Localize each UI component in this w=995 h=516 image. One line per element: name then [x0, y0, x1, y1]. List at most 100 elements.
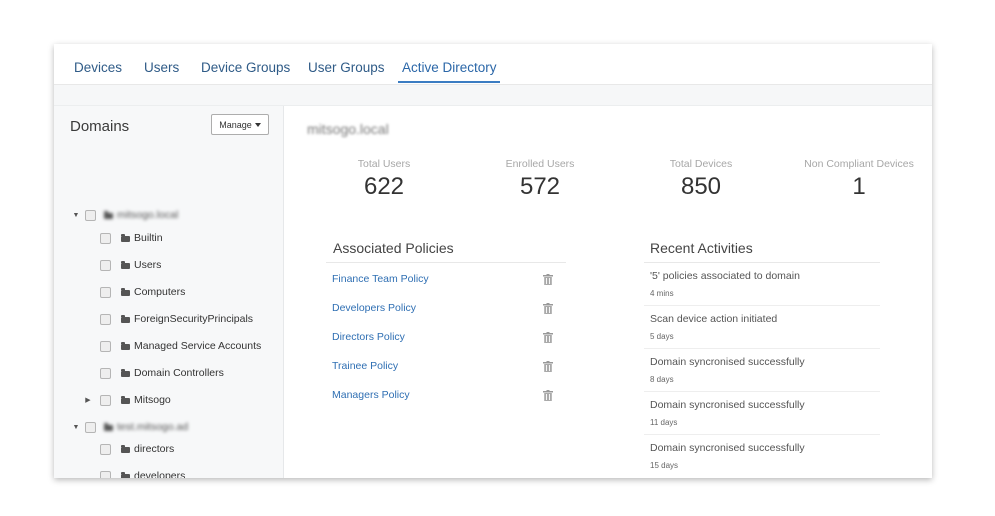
divider — [644, 434, 880, 435]
tree-item-label: mitsogo.local — [117, 209, 179, 221]
folder-icon — [121, 395, 130, 404]
stat-non-compliant-devices: Non Compliant Devices 1 — [790, 158, 928, 201]
tree-checkbox[interactable] — [100, 313, 111, 325]
stat-value: 850 — [680, 173, 722, 200]
activity-text: Scan device action initiated — [650, 313, 778, 325]
activity-time: 4 mins — [650, 289, 674, 298]
stat-total-devices: Total Devices 850 — [631, 158, 771, 201]
folder-icon — [104, 210, 113, 219]
divider — [644, 305, 880, 306]
tree-item-mitsogo[interactable]: ▶ Mitsogo — [84, 392, 171, 408]
stat-label: Non Compliant Devices — [804, 158, 914, 170]
stat-value: 1 — [852, 173, 866, 200]
tree-item-domain-controllers[interactable]: Domain Controllers — [100, 365, 224, 381]
tree-item-domain[interactable]: ▼ mitsogo.local — [72, 207, 179, 223]
trash-icon[interactable] — [543, 390, 553, 401]
stat-total-users: Total Users 622 — [314, 158, 454, 201]
tree-checkbox[interactable] — [100, 286, 111, 298]
tree-item-label: Users — [134, 259, 162, 271]
folder-icon — [121, 260, 130, 269]
folder-icon — [121, 471, 130, 478]
stat-value: 572 — [519, 173, 561, 200]
expand-down-icon[interactable]: ▼ — [72, 423, 80, 431]
tree-checkbox[interactable] — [85, 209, 96, 221]
activity-time: 15 days — [650, 461, 679, 470]
tree-item-developers[interactable]: developers — [100, 468, 185, 478]
tree-checkbox[interactable] — [100, 470, 111, 478]
tree-checkbox[interactable] — [100, 232, 111, 244]
divider — [644, 391, 880, 392]
activity-time: 5 days — [650, 332, 674, 341]
activity-time: 11 days — [650, 418, 678, 427]
policy-link[interactable]: Directors Policy — [332, 331, 405, 343]
tree-item-label: directors — [134, 443, 175, 455]
tree-item-managed-service-accounts[interactable]: Managed Service Accounts — [100, 338, 261, 354]
tree-item-users[interactable]: Users — [100, 257, 161, 273]
activity-text: '5' policies associated to domain — [650, 270, 800, 282]
stat-value: 622 — [363, 173, 405, 200]
tree-item-label: Mitsogo — [134, 394, 171, 406]
toolbar-strip — [54, 85, 932, 106]
activity-text: Domain syncronised successfully — [650, 399, 805, 411]
folder-icon — [121, 314, 130, 323]
folder-icon — [121, 233, 130, 242]
activities-title: Recent Activities — [650, 240, 753, 256]
stat-label: Total Devices — [669, 158, 733, 170]
trash-icon[interactable] — [543, 274, 553, 285]
tab-user-groups[interactable]: User Groups — [308, 60, 385, 75]
domain-details-panel: mitsogo.local Total Users 622 Enrolled U… — [284, 106, 932, 478]
activity-time: 8 days — [650, 375, 674, 384]
activity-text: Domain syncronised successfully — [650, 442, 805, 454]
folder-icon — [121, 341, 130, 350]
domains-title: Domains — [70, 118, 130, 135]
stat-enrolled-users: Enrolled Users 572 — [470, 158, 610, 201]
tree-checkbox[interactable] — [100, 443, 111, 455]
tree-item-label: Builtin — [134, 232, 163, 244]
expand-right-icon[interactable]: ▶ — [85, 397, 91, 404]
tab-device-groups[interactable]: Device Groups — [201, 60, 291, 75]
caret-down-icon — [254, 122, 261, 127]
activity-text: Domain syncronised successfully — [650, 356, 805, 368]
tree-checkbox[interactable] — [100, 259, 111, 271]
tab-bar: Devices Users Device Groups User Groups … — [54, 44, 932, 85]
manage-button[interactable]: Manage — [211, 114, 269, 135]
trash-icon[interactable] — [543, 361, 553, 372]
divider — [644, 262, 880, 263]
policy-link[interactable]: Managers Policy — [332, 389, 410, 401]
tree-checkbox[interactable] — [85, 421, 96, 433]
folder-icon — [121, 287, 130, 296]
policy-link[interactable]: Trainee Policy — [332, 360, 399, 372]
stat-label: Total Users — [357, 158, 411, 170]
policies-title: Associated Policies — [333, 240, 454, 256]
tree-item-directors[interactable]: directors — [100, 441, 174, 457]
tree-item-foreign-security-principals[interactable]: ForeignSecurityPrincipals — [100, 311, 253, 327]
trash-icon[interactable] — [543, 332, 553, 343]
tree-item-label: Computers — [134, 286, 186, 298]
tree-checkbox[interactable] — [100, 340, 111, 352]
domains-panel: Domains Manage ▼ mitsogo.local Builtin — [54, 106, 284, 478]
tree-item-label: test.mitsogo.ad — [117, 421, 189, 433]
policy-link[interactable]: Finance Team Policy — [332, 273, 429, 285]
tab-users[interactable]: Users — [144, 60, 180, 75]
tree-checkbox[interactable] — [100, 394, 111, 406]
stat-label: Enrolled Users — [505, 158, 575, 170]
main-card: Devices Users Device Groups User Groups … — [54, 44, 932, 478]
tree-checkbox[interactable] — [100, 367, 111, 379]
tab-devices[interactable]: Devices — [74, 60, 123, 75]
tree-item-label: Domain Controllers — [134, 367, 224, 379]
trash-icon[interactable] — [543, 303, 553, 314]
folder-icon — [121, 368, 130, 377]
divider — [326, 262, 566, 263]
folder-icon — [104, 422, 113, 431]
tree-item-label: Managed Service Accounts — [134, 340, 262, 352]
tree-item-domain[interactable]: ▼ test.mitsogo.ad — [72, 419, 189, 435]
tree-item-label: ForeignSecurityPrincipals — [134, 313, 254, 325]
tree-item-label: developers — [134, 470, 186, 478]
expand-down-icon[interactable]: ▼ — [72, 211, 80, 219]
policy-link[interactable]: Developers Policy — [332, 302, 417, 314]
tree-item-builtin[interactable]: Builtin — [100, 230, 163, 246]
tree-item-computers[interactable]: Computers — [100, 284, 185, 300]
tab-active-directory[interactable]: Active Directory — [398, 60, 500, 83]
domain-heading: mitsogo.local — [307, 121, 389, 137]
folder-icon — [121, 444, 130, 453]
